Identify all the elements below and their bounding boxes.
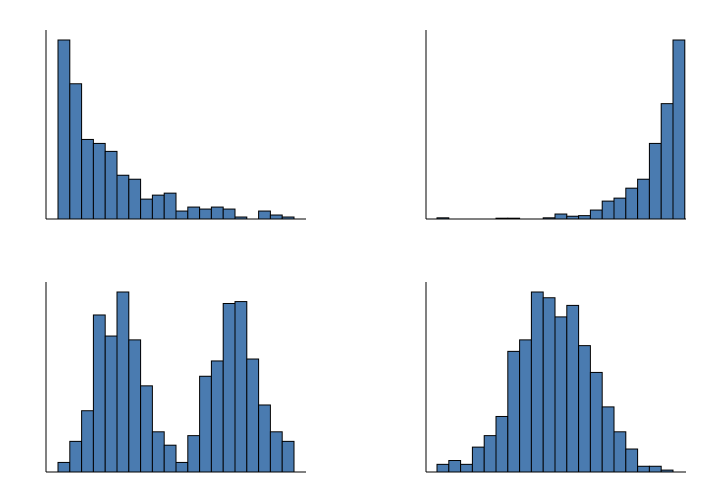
histogram-bar (460, 463, 473, 473)
histogram-bar (116, 174, 130, 220)
histogram-bar (269, 431, 283, 473)
histogram-bar (163, 192, 177, 220)
histogram-bar (436, 463, 450, 473)
histogram-bar (554, 316, 568, 473)
histogram-bar (199, 375, 212, 473)
histogram-bar (530, 291, 544, 473)
histogram-bar (116, 291, 130, 473)
histogram-bar (210, 206, 224, 220)
histogram-bar (672, 39, 686, 220)
histogram-bar (507, 350, 521, 473)
histogram-panel-bottom-left (45, 282, 306, 473)
histogram-bar (210, 360, 224, 473)
histogram-bar (128, 339, 142, 473)
histogram-bar (613, 431, 627, 473)
histogram-bar (281, 440, 295, 473)
histogram-bar (637, 178, 650, 220)
histogram-bar (140, 385, 153, 473)
histogram-bar (163, 444, 177, 473)
histogram-bar (175, 210, 189, 220)
histogram-bar (57, 39, 71, 220)
histogram-bar (187, 435, 201, 473)
histogram-bar (554, 213, 568, 220)
histogram-bar (601, 406, 615, 473)
histogram-bar (566, 304, 580, 473)
histogram-bar (471, 446, 485, 473)
histogram-bar (589, 371, 603, 473)
histogram-bar (637, 465, 650, 473)
histogram-bar (258, 404, 271, 473)
histogram-bar (187, 206, 201, 220)
histogram-bar (578, 345, 591, 473)
histogram-bar (81, 410, 94, 473)
histogram-bar (222, 302, 236, 473)
histogram-bar (57, 461, 71, 473)
histogram-bar (151, 194, 165, 220)
histogram-bar (648, 465, 662, 473)
histogram-bar (222, 208, 236, 220)
histogram-bar (660, 103, 674, 220)
histogram-bar (483, 435, 497, 473)
histogram-panel-top-right (425, 30, 686, 220)
histogram-panel-bottom-right (425, 282, 686, 473)
histogram-bar (648, 142, 662, 220)
histogram-bar (175, 461, 189, 473)
histogram-bar (519, 339, 532, 473)
histogram-bar (92, 314, 106, 473)
histogram-bar (495, 415, 509, 473)
histogram-bar (601, 200, 615, 220)
histogram-bar (151, 431, 165, 473)
histogram-bar (104, 335, 118, 473)
histogram-bar (613, 197, 627, 220)
histogram-bar (92, 142, 106, 220)
histogram-bar (542, 297, 556, 473)
histogram-bar (246, 358, 260, 473)
histogram-panel-top-left (45, 30, 306, 220)
histogram-bar (578, 215, 591, 220)
histogram-bar (258, 210, 271, 220)
histogram-bar (625, 448, 639, 473)
histogram-bar (589, 209, 603, 220)
histogram-bar (448, 460, 462, 473)
histogram-bar (128, 178, 142, 220)
histogram-bar (140, 198, 153, 220)
histogram-bar (234, 301, 248, 473)
histogram-bar (104, 150, 118, 220)
histogram-bar (269, 214, 283, 220)
histogram-bar (199, 208, 212, 220)
histogram-bar (69, 440, 83, 473)
histogram-bar (69, 83, 83, 220)
histogram-bar (81, 138, 94, 220)
histogram-bar (625, 187, 639, 220)
